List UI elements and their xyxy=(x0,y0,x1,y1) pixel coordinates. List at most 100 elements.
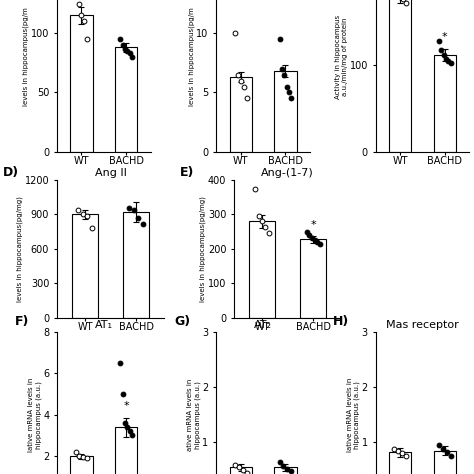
Point xyxy=(130,206,137,214)
Point xyxy=(283,465,291,473)
Point xyxy=(240,83,247,91)
Point xyxy=(139,220,146,228)
Bar xyxy=(70,15,92,152)
Point xyxy=(285,89,292,96)
Text: F): F) xyxy=(15,315,29,328)
Point xyxy=(231,461,239,468)
Bar xyxy=(389,452,411,474)
Point xyxy=(394,447,402,455)
Point xyxy=(402,0,410,7)
Point xyxy=(128,432,136,439)
Point xyxy=(311,237,319,244)
Point xyxy=(287,467,295,474)
Bar xyxy=(274,71,297,152)
Point xyxy=(123,423,131,431)
Bar xyxy=(301,239,326,318)
Title: Mas receptor: Mas receptor xyxy=(386,319,459,329)
Point xyxy=(402,452,410,459)
Point xyxy=(243,469,250,474)
Text: *: * xyxy=(442,32,447,42)
Text: *: * xyxy=(123,401,129,411)
Point xyxy=(72,448,80,456)
Point xyxy=(278,65,286,73)
Point xyxy=(391,445,398,453)
Point xyxy=(265,229,273,237)
Point xyxy=(276,36,283,43)
Point xyxy=(231,29,239,37)
Text: E): E) xyxy=(180,166,195,179)
Point xyxy=(83,212,91,219)
Y-axis label: lative mRNA levels in
hippocampus (a.u.): lative mRNA levels in hippocampus (a.u.) xyxy=(28,378,42,452)
Point xyxy=(438,46,445,54)
Point xyxy=(235,464,243,471)
Point xyxy=(439,445,447,453)
Point xyxy=(128,53,136,61)
Point xyxy=(119,41,127,49)
Point xyxy=(83,36,91,43)
Bar xyxy=(249,221,275,318)
Title: Ang II: Ang II xyxy=(95,168,127,178)
Y-axis label: levels in hippocampus(pg/mg): levels in hippocampus(pg/mg) xyxy=(17,196,23,302)
Point xyxy=(308,234,316,242)
Y-axis label: ative mRNA levels in
hippocampus (a.u.): ative mRNA levels in hippocampus (a.u.) xyxy=(187,379,201,451)
Point xyxy=(252,185,259,192)
Point xyxy=(255,212,263,220)
Point xyxy=(239,466,246,474)
Text: D): D) xyxy=(3,166,19,179)
Point xyxy=(243,95,250,102)
Point xyxy=(135,214,142,222)
Point xyxy=(74,206,82,214)
Point xyxy=(81,18,88,25)
Point xyxy=(313,238,321,246)
Point xyxy=(83,455,91,462)
Bar xyxy=(115,427,137,474)
Y-axis label: Activity in hippocampus
a.u./min/mg of protein: Activity in hippocampus a.u./min/mg of p… xyxy=(335,15,348,99)
Y-axis label: lative mRNA levels in
hippocampus (a.u.): lative mRNA levels in hippocampus (a.u.) xyxy=(347,378,360,452)
Bar xyxy=(274,467,297,474)
Point xyxy=(262,223,269,230)
Bar xyxy=(434,55,456,152)
Point xyxy=(399,0,407,3)
Text: *: * xyxy=(310,220,316,230)
Point xyxy=(305,231,313,239)
Title: AT₂: AT₂ xyxy=(254,319,272,329)
Point xyxy=(126,428,133,435)
Point xyxy=(258,218,266,225)
Point xyxy=(287,95,295,102)
Y-axis label: levels in hippocampus(pg/mg): levels in hippocampus(pg/mg) xyxy=(200,196,207,302)
Point xyxy=(398,450,406,457)
Point xyxy=(442,55,450,63)
Title: AT₁: AT₁ xyxy=(95,319,113,329)
Point xyxy=(447,452,454,459)
Bar xyxy=(229,77,252,152)
Bar xyxy=(123,212,149,318)
Point xyxy=(119,390,127,398)
Point xyxy=(443,448,450,456)
Point xyxy=(435,441,443,449)
Point xyxy=(280,462,287,469)
Point xyxy=(316,240,324,247)
Point xyxy=(126,204,133,211)
Bar xyxy=(115,47,137,152)
Point xyxy=(75,0,82,7)
Point xyxy=(126,49,133,57)
Text: H): H) xyxy=(333,315,350,328)
Bar xyxy=(72,215,98,318)
Bar xyxy=(434,451,456,474)
Bar xyxy=(389,0,411,152)
Y-axis label: levels in hippocampus(pg/m: levels in hippocampus(pg/m xyxy=(23,8,29,106)
Point xyxy=(440,51,447,59)
Title: Ang-(1-7): Ang-(1-7) xyxy=(261,168,314,178)
Point xyxy=(447,59,454,67)
Point xyxy=(237,77,245,84)
Point xyxy=(76,452,83,460)
Point xyxy=(281,71,288,78)
Point xyxy=(121,45,128,53)
Point xyxy=(234,71,242,78)
Point xyxy=(283,83,291,91)
Text: G): G) xyxy=(174,315,190,328)
Point xyxy=(78,11,85,19)
Bar xyxy=(70,456,92,474)
Bar xyxy=(229,467,252,474)
Point xyxy=(123,47,131,55)
